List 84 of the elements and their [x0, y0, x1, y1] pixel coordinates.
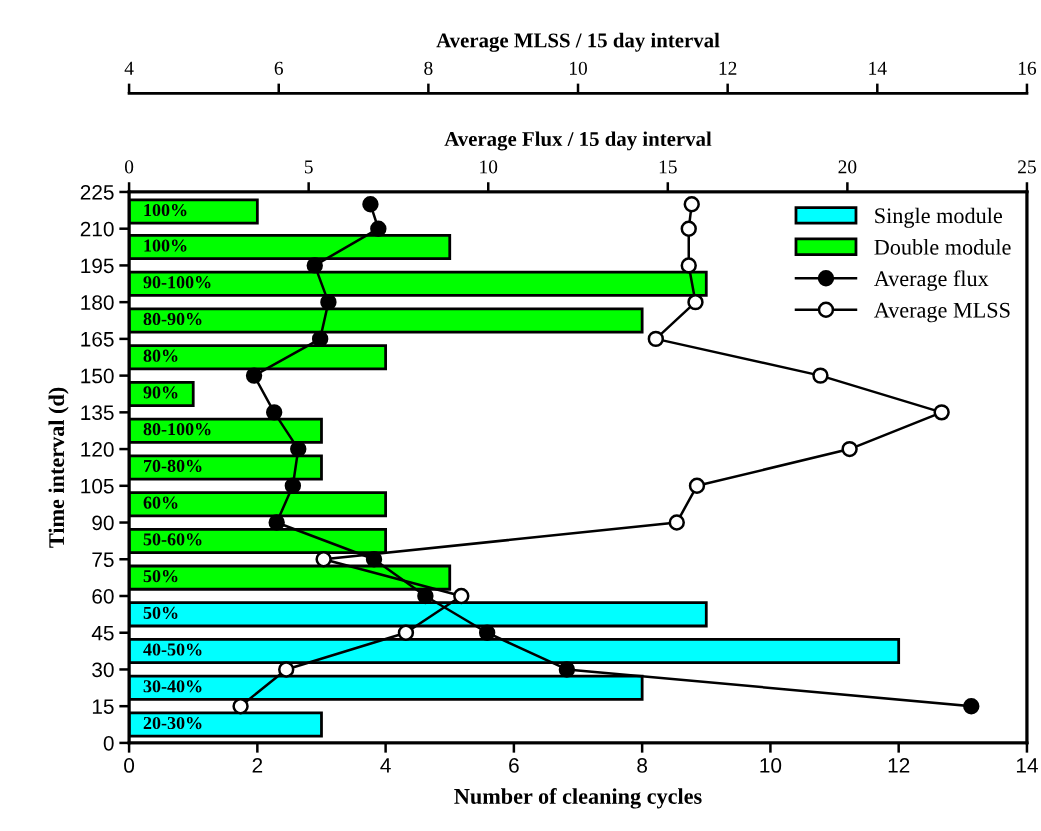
x-tick-label: 4	[124, 61, 134, 75]
point	[841, 440, 858, 458]
y-tick-label: 15	[92, 699, 114, 714]
annotation: 40-50%	[143, 643, 202, 656]
y-tick-label: 75	[92, 552, 114, 568]
x-tick-label: 4	[380, 758, 391, 773]
x2-axis-title: Average Flux / 15 day interval	[444, 131, 712, 151]
x-tick-label: 16	[1018, 61, 1037, 75]
y-tick-label: 165	[81, 331, 114, 347]
x2-tick-label: 0	[124, 160, 134, 174]
y-tick-label: 195	[81, 258, 114, 274]
point	[284, 477, 302, 494]
y-tick-label: 90	[92, 515, 114, 531]
x-tick-label: 0	[124, 758, 135, 773]
x-tick-label: 2	[252, 758, 263, 773]
y-tick-label: 180	[81, 295, 114, 310]
point	[812, 367, 829, 384]
y-tick-label: 120	[81, 442, 114, 457]
y-tick-label: 225	[80, 184, 114, 200]
point	[306, 257, 323, 274]
x-tick-label: 6	[509, 758, 519, 773]
y-tick-label: 150	[81, 368, 114, 384]
annotation: 80%	[143, 349, 178, 362]
y-tick-label: 30	[92, 662, 114, 678]
x-tick-label: 10	[760, 758, 782, 773]
x-tick-label: 6	[274, 61, 284, 75]
x-tick-label: 12	[719, 61, 737, 75]
point	[680, 257, 697, 274]
point	[478, 624, 496, 641]
annotation: 80-90%	[143, 312, 202, 326]
point	[268, 514, 285, 531]
point	[265, 404, 283, 421]
annotation: 100%	[144, 239, 187, 252]
point	[362, 196, 379, 213]
point	[647, 330, 665, 348]
point	[370, 220, 387, 237]
annotation: 60%	[143, 496, 178, 509]
point	[558, 661, 576, 678]
y-tick-label: 105	[81, 478, 114, 494]
annotation: 20-30%	[143, 716, 202, 730]
x2-tick-label: 15	[659, 160, 677, 174]
y-tick-label: 135	[81, 405, 114, 421]
x2-tick-label: 10	[480, 160, 498, 174]
x-tick-label: 10	[570, 61, 587, 75]
annotation: 100%	[144, 203, 187, 217]
point	[278, 661, 295, 678]
x2-tick-label: 25	[1018, 160, 1036, 174]
point	[683, 196, 700, 213]
x-tick-label: 14	[869, 61, 887, 75]
annotation: 50%	[143, 569, 178, 583]
annotation: 90%	[143, 386, 178, 399]
point	[933, 404, 950, 421]
point	[453, 587, 470, 605]
annotation: 80-100%	[143, 423, 211, 436]
y-tick-label: 60	[92, 588, 114, 604]
annotation: 50%	[143, 606, 178, 619]
x-axis-title: Average MLSS / 15 day interval	[436, 32, 720, 52]
point	[963, 697, 980, 715]
point	[245, 367, 263, 384]
legend-label: Average flux	[873, 270, 989, 291]
point	[668, 514, 685, 531]
x-tick-label: 14	[1016, 758, 1038, 773]
point	[397, 624, 415, 641]
x-tick-label: 8	[637, 758, 648, 773]
legend-label: Average MLSS	[873, 302, 1010, 323]
y-tick-label: 0	[103, 735, 114, 751]
annotation: 70-80%	[144, 459, 202, 473]
legend-label: Single module	[875, 207, 1002, 228]
point	[680, 220, 697, 237]
x-tick-label: 8	[424, 61, 433, 75]
y-axis-title: Time interval (d)	[48, 387, 69, 548]
annotation: 90-100%	[143, 276, 211, 289]
y-tick-label: 210	[80, 221, 114, 237]
annotation: 30-40%	[143, 680, 202, 693]
point	[315, 551, 332, 568]
x-tick-label: 12	[888, 758, 910, 773]
legend-label: Double module	[874, 239, 1011, 255]
x2-tick-label: 20	[838, 160, 857, 174]
x2-tick-label: 5	[304, 160, 313, 174]
x-axis-title: Number of cleaning cycles	[454, 788, 702, 809]
point	[688, 477, 706, 494]
annotation: 50-60%	[143, 533, 202, 546]
point	[417, 587, 434, 605]
y-tick-label: 45	[91, 625, 114, 641]
